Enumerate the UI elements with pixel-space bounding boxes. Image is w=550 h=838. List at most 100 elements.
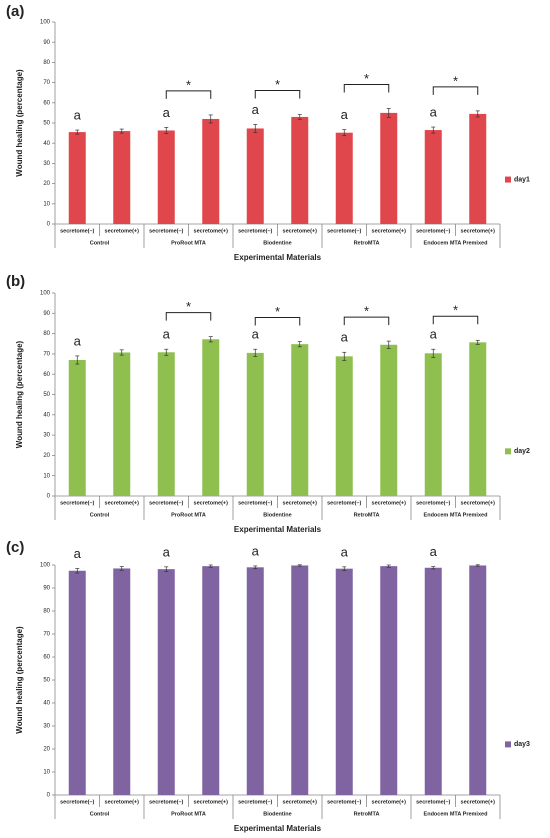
group-label: RetroMTA: [354, 240, 380, 246]
bar: [291, 565, 309, 795]
bar: [202, 566, 220, 795]
significance-letter: a: [74, 546, 82, 561]
y-tick-label: 100: [40, 291, 51, 297]
x-tick-label: secretome(+): [461, 228, 496, 234]
legend-swatch: [505, 741, 511, 748]
bar: [424, 567, 442, 795]
group-label: ProRoot MTA: [171, 811, 206, 817]
bar: [202, 118, 220, 224]
y-tick-label: 80: [43, 609, 50, 615]
x-axis-title: Experimental Materials: [234, 824, 322, 833]
group-label: ProRoot MTA: [171, 240, 206, 246]
bar: [68, 132, 86, 224]
group-label: RetroMTA: [354, 512, 380, 518]
x-tick-label: secretome(–): [416, 228, 450, 234]
significance-letter: a: [341, 330, 349, 345]
significance-letter: a: [430, 104, 438, 119]
bar: [113, 352, 131, 496]
bar: [68, 359, 86, 496]
significance-bracket: [343, 83, 390, 93]
x-tick-label: secretome(–): [149, 799, 183, 805]
y-tick-label: 0: [47, 222, 51, 228]
significance-letter: a: [74, 333, 82, 348]
y-tick-label: 30: [43, 161, 50, 167]
y-axis-title: Wound healing (percentage): [15, 69, 24, 177]
y-tick-label: 60: [43, 372, 50, 378]
y-tick-label: 10: [43, 770, 50, 776]
y-tick-label: 70: [43, 632, 50, 638]
x-tick-label: secretome(–): [60, 799, 94, 805]
significance-star: *: [453, 303, 458, 318]
x-tick-label: secretome(–): [327, 799, 361, 805]
bar: [380, 112, 398, 224]
x-tick-label: secretome(+): [372, 228, 407, 234]
y-tick-label: 80: [43, 60, 50, 66]
x-tick-label: secretome(–): [416, 500, 450, 506]
x-tick-label: secretome(–): [238, 799, 272, 805]
group-label: ProRoot MTA: [171, 512, 206, 518]
y-tick-label: 70: [43, 351, 50, 357]
y-tick-label: 20: [43, 181, 50, 187]
panel-label: (c): [6, 539, 24, 556]
bar: [291, 116, 309, 224]
significance-letter: a: [341, 544, 349, 559]
x-tick-label: secretome(–): [416, 799, 450, 805]
bar: [424, 353, 442, 496]
significance-letter: a: [252, 102, 260, 117]
significance-bracket: [432, 315, 479, 325]
y-tick-label: 40: [43, 141, 50, 147]
panel-label: (b): [6, 273, 25, 290]
y-tick-label: 70: [43, 80, 50, 86]
y-tick-label: 10: [43, 473, 50, 479]
y-tick-label: 20: [43, 453, 50, 459]
x-tick-label: secretome(–): [238, 500, 272, 506]
significance-letter: a: [430, 544, 438, 559]
significance-letter: a: [252, 543, 260, 558]
bar: [157, 130, 175, 224]
x-tick-label: secretome(+): [105, 500, 140, 506]
x-tick-label: secretome(+): [194, 500, 229, 506]
y-tick-label: 50: [43, 392, 50, 398]
group-label: Endocem MTA Premixed: [424, 811, 488, 817]
x-tick-label: secretome(+): [461, 799, 496, 805]
group-label: Biodentine: [263, 811, 291, 817]
bar: [113, 568, 131, 795]
y-tick-label: 30: [43, 724, 50, 730]
significance-bracket: [165, 312, 212, 321]
significance-letter: a: [252, 327, 260, 342]
significance-star: *: [453, 73, 458, 88]
legend-label: day3: [514, 741, 530, 748]
y-tick-label: 50: [43, 121, 50, 127]
significance-letter: a: [163, 327, 171, 342]
significance-star: *: [186, 77, 191, 92]
x-tick-label: secretome(+): [105, 799, 140, 805]
x-tick-label: secretome(+): [372, 799, 407, 805]
x-tick-label: secretome(–): [327, 500, 361, 506]
y-axis-title: Wound healing (percentage): [15, 626, 24, 734]
y-axis-title: Wound healing (percentage): [15, 340, 24, 448]
x-tick-label: secretome(+): [105, 228, 140, 234]
x-tick-label: secretome(+): [372, 500, 407, 506]
bar: [246, 352, 264, 496]
bar: [469, 342, 487, 496]
y-tick-label: 90: [43, 311, 50, 317]
significance-letter: a: [163, 544, 171, 559]
x-tick-label: secretome(+): [283, 799, 318, 805]
group-label: Endocem MTA Premixed: [424, 240, 488, 246]
bar: [157, 569, 175, 795]
x-tick-label: secretome(+): [283, 228, 318, 234]
significance-letter: a: [74, 108, 82, 123]
y-tick-label: 0: [47, 494, 51, 500]
group-label: Biodentine: [263, 240, 291, 246]
bar: [202, 339, 220, 496]
significance-letter: a: [163, 105, 171, 120]
bar: [246, 128, 264, 224]
bar: [469, 565, 487, 795]
legend-label: day1: [514, 176, 530, 183]
x-tick-label: secretome(+): [194, 228, 229, 234]
bar: [335, 356, 353, 496]
y-tick-label: 30: [43, 433, 50, 439]
y-tick-label: 60: [43, 100, 50, 106]
group-label: Endocem MTA Premixed: [424, 512, 488, 518]
bar: [335, 568, 353, 795]
